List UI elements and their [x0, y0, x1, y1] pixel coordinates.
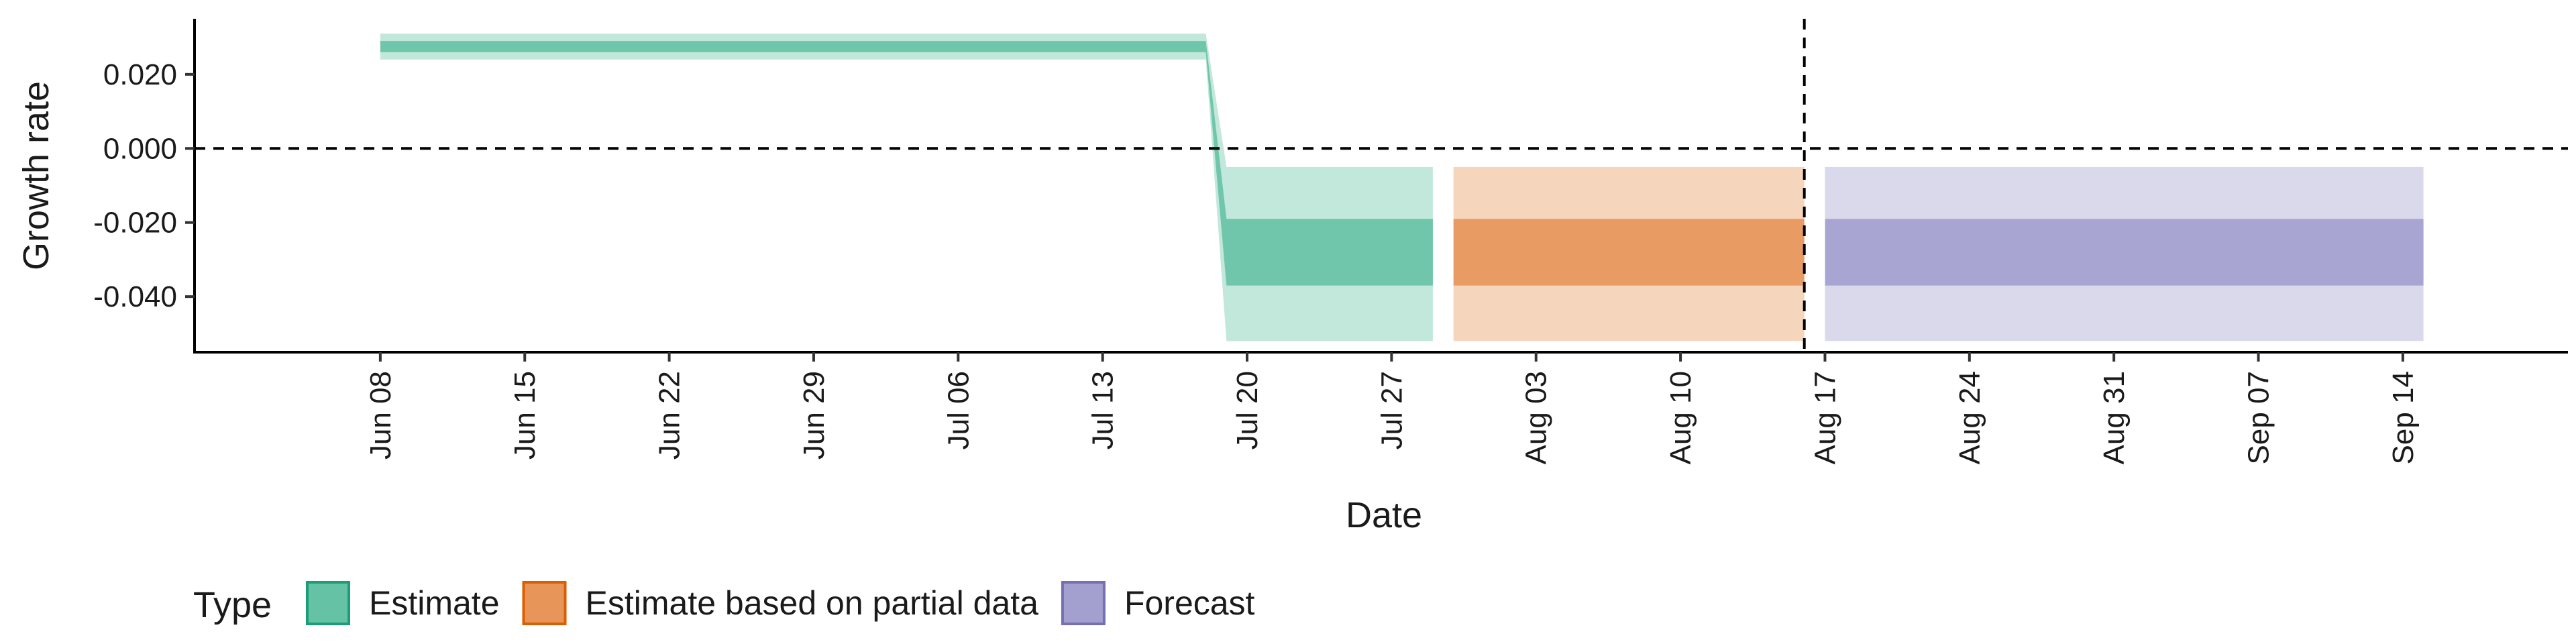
y-tick-label: 0.020: [103, 58, 177, 91]
x-tick-label: Aug 24: [1953, 371, 1986, 464]
legend-item-estimate-based-on-partial-data: Estimate based on partial data: [522, 581, 1039, 625]
y-tick-label: -0.020: [93, 207, 177, 239]
legend-swatch: [306, 581, 350, 625]
inner-band-forecast: [1825, 219, 2424, 286]
x-tick-label: Aug 17: [1809, 371, 1842, 464]
reference-lines: [195, 19, 2568, 352]
x-tick-label: Sep 14: [2387, 371, 2420, 464]
x-tick-label: Aug 03: [1520, 371, 1553, 464]
inner-band-estimate: [380, 41, 1433, 286]
legend-swatch: [522, 581, 567, 625]
x-tick-label: Jul 13: [1087, 371, 1120, 449]
x-tick-label: Jul 20: [1231, 371, 1264, 449]
band-layer: [380, 34, 2424, 341]
x-tick-label: Aug 31: [2098, 371, 2131, 464]
x-tick-label: Jun 22: [653, 371, 686, 460]
inner-band-estimate-based-on-partial-data: [1453, 219, 1805, 286]
x-axis-title: Date: [1346, 495, 1422, 535]
x-tick-label: Jun 15: [508, 371, 541, 460]
x-tick-label: Sep 07: [2243, 371, 2275, 464]
legend: Type Estimate Estimate based on partial d…: [193, 581, 1255, 625]
x-tick-label: Jul 06: [942, 371, 975, 449]
x-tick-label: Jul 27: [1375, 371, 1408, 449]
legend-swatch: [1061, 581, 1106, 625]
x-tick-label: Aug 10: [1664, 371, 1697, 464]
legend-item-forecast: Forecast: [1061, 581, 1255, 625]
x-tick-label: Jun 29: [798, 371, 830, 460]
y-tick-label: -0.040: [93, 280, 177, 313]
axes: 0.020 0.000 -0.020 -0.040 Jun 08 Jun 15 Jun 22…: [93, 19, 2568, 464]
y-axis-title: Growth rate: [16, 81, 56, 270]
legend-label: Forecast: [1124, 584, 1255, 622]
legend-label: Estimate based on partial data: [586, 584, 1039, 622]
x-tick-label: Jun 08: [364, 371, 397, 460]
legend-item-estimate: Estimate: [306, 581, 500, 625]
legend-title: Type: [193, 585, 272, 625]
outer-band-estimate: [380, 34, 1433, 341]
y-tick-label: 0.000: [103, 132, 177, 165]
legend-label: Estimate: [369, 584, 500, 622]
